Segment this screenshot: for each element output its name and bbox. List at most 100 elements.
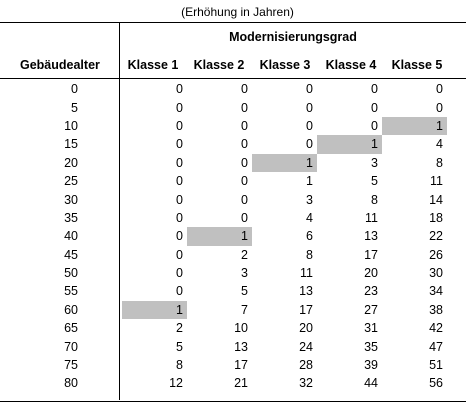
table-cell: 28 (299, 358, 313, 373)
table-row: 35 0 0 4 11 18 (0, 209, 447, 227)
row-label-age: 70 (64, 339, 78, 354)
highlighted-cell: 1 (187, 227, 252, 246)
table-cell: 0 (436, 82, 443, 97)
table-cell: 0 (176, 247, 183, 262)
row-label-age: 75 (64, 358, 78, 373)
table-cell: 31 (364, 321, 378, 336)
table-cell: 30 (429, 266, 443, 281)
table-cell: 0 (176, 284, 183, 299)
table-cell: 56 (429, 376, 443, 391)
table-cell: 2 (241, 247, 248, 262)
table-row: 45 0 2 8 17 26 (0, 246, 447, 264)
table-cell: 0 (241, 137, 248, 152)
table-cell: 18 (429, 210, 443, 225)
table-cell: 5 (241, 284, 248, 299)
table-cell: 3 (371, 155, 378, 170)
table-cell: 17 (299, 302, 313, 317)
table-cell: 39 (364, 358, 378, 373)
table-cell: 12 (169, 376, 183, 391)
table-row: 40 0 1 6 13 22 (0, 227, 447, 246)
table-cell: 0 (176, 100, 183, 115)
table-cell: 2 (176, 321, 183, 336)
table-cell: 10 (234, 321, 248, 336)
table-cell: 0 (306, 100, 313, 115)
table-cell: 0 (241, 210, 248, 225)
table-cell: 21 (234, 376, 248, 391)
table-cell: 20 (364, 266, 378, 281)
table-cell: 0 (176, 229, 183, 244)
row-header: Gebäudealter (20, 58, 100, 72)
table-row: 0 0 0 0 0 0 (0, 80, 447, 98)
table-cell: 3 (241, 266, 248, 281)
table-cell: 27 (364, 302, 378, 317)
table-cell: 0 (306, 137, 313, 152)
table-frame (0, 22, 466, 402)
table-row: 70 5 13 24 35 47 (0, 337, 447, 355)
table-cell: 7 (241, 302, 248, 317)
table-cell: 14 (429, 192, 443, 207)
table-cell: 11 (430, 174, 443, 189)
header-divider (0, 78, 466, 79)
table-cell: 24 (299, 339, 313, 354)
table-cell: 1 (306, 174, 313, 189)
table-cell: 13 (299, 284, 313, 299)
table-cell: 4 (436, 137, 443, 152)
highlighted-cell: 1 (122, 300, 187, 320)
table-row: 10 0 0 0 0 1 (0, 116, 447, 136)
row-label-age: 35 (64, 210, 78, 225)
table-cell: 0 (241, 155, 248, 170)
table-row: 55 0 5 13 23 34 (0, 282, 447, 300)
table-cell: 0 (306, 118, 313, 133)
table-cell: 44 (364, 376, 378, 391)
table-cell: 0 (176, 82, 183, 97)
table-cell: 0 (241, 100, 248, 115)
row-label-age: 5 (71, 100, 78, 115)
table-row: 15 0 0 0 1 4 (0, 135, 447, 154)
table-cell: 34 (429, 284, 443, 299)
table-cell: 0 (176, 137, 183, 152)
table-cell: 0 (241, 82, 248, 97)
table-row: 25 0 0 1 5 11 (0, 172, 447, 190)
table-cell: 8 (306, 247, 313, 262)
table-cell: 42 (429, 321, 443, 336)
table-cell: 26 (429, 247, 443, 262)
table-cell: 8 (436, 155, 443, 170)
table-cell: 3 (306, 192, 313, 207)
table-cell: 5 (176, 339, 183, 354)
highlighted-cell: 1 (382, 116, 447, 136)
table-row: 80 12 21 32 44 56 (0, 374, 447, 392)
highlighted-cell: 1 (317, 135, 382, 154)
table-row: 50 0 3 11 20 30 (0, 264, 447, 282)
table-cell: 13 (364, 229, 378, 244)
table-cell: 5 (371, 174, 378, 189)
table-cell: 17 (234, 358, 248, 373)
table-row: 20 0 0 1 3 8 (0, 153, 447, 172)
table-cell: 0 (371, 82, 378, 97)
row-label-age: 55 (64, 284, 78, 299)
row-label-age: 25 (64, 174, 78, 189)
table-cell: 0 (371, 100, 378, 115)
table-cell: 17 (364, 247, 378, 262)
table-cell: 0 (176, 192, 183, 207)
column-header-klasse-5: Klasse 5 (391, 58, 443, 72)
row-label-age: 65 (64, 321, 78, 336)
column-header-klasse-1: Klasse 1 (127, 58, 179, 72)
table-cell: 0 (371, 118, 378, 133)
table-body: 0 0 0 0 0 0 5 0 0 0 0 0 10 0 0 0 0 1 15 0 0 0 1 4 20 0 0 1 3 8 25 0 0 1 5 1… (0, 80, 447, 393)
table-cell: 23 (364, 284, 378, 299)
table-cell: 35 (364, 339, 378, 354)
table-row: 60 1 7 17 27 38 (0, 300, 447, 320)
row-label-age: 10 (64, 118, 78, 133)
column-divider (119, 22, 120, 400)
table-cell: 51 (429, 358, 443, 373)
table-cell: 0 (176, 210, 183, 225)
data-table: 0 0 0 0 0 0 5 0 0 0 0 0 10 0 0 0 0 1 15 0 0 0 1 4 20 0 0 1 3 8 25 0 0 1 5 1… (0, 80, 447, 393)
table-cell: 4 (306, 210, 313, 225)
group-header: Modernisierungsgrad (229, 30, 357, 44)
table-caption: (Erhöhung in Jahren) (181, 5, 294, 19)
table-cell: 0 (241, 192, 248, 207)
row-label-age: 60 (64, 302, 78, 317)
row-label-age: 30 (64, 192, 78, 207)
row-label-age: 40 (64, 229, 78, 244)
column-header-klasse-4: Klasse 4 (325, 58, 377, 72)
